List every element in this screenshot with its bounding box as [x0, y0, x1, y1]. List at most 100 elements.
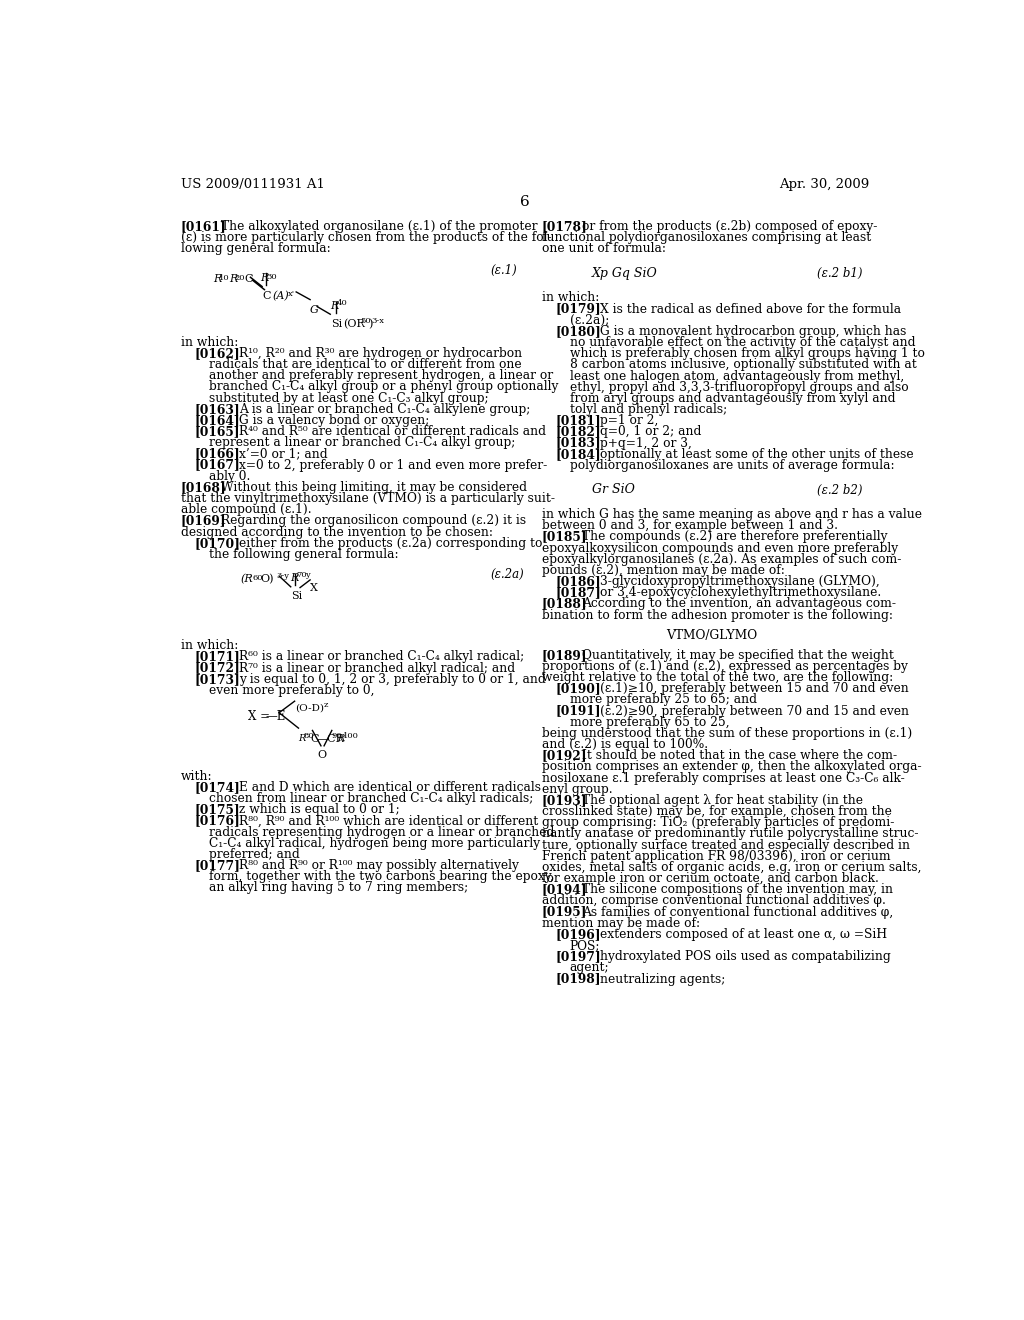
- Text: bination to form the adhesion promoter is the following:: bination to form the adhesion promoter i…: [542, 609, 893, 622]
- Text: [0166]: [0166]: [195, 447, 241, 461]
- Text: addition, comprise conventional functional additives φ.: addition, comprise conventional function…: [542, 895, 886, 907]
- Text: Apr. 30, 2009: Apr. 30, 2009: [778, 178, 869, 190]
- Text: The alkoxylated organosilane (ε.1) of the promoter: The alkoxylated organosilane (ε.1) of th…: [221, 220, 538, 234]
- Text: enyl group.: enyl group.: [542, 783, 612, 796]
- Text: [0179]: [0179]: [556, 302, 601, 315]
- Text: polydiorganosiloxanes are units of average formula:: polydiorganosiloxanes are units of avera…: [569, 459, 894, 473]
- Text: 70: 70: [296, 570, 307, 578]
- Text: R⁷⁰ is a linear or branched alkyl radical; and: R⁷⁰ is a linear or branched alkyl radica…: [239, 661, 515, 675]
- Text: even more preferably to 0,: even more preferably to 0,: [209, 684, 374, 697]
- Text: [0167]: [0167]: [195, 458, 241, 471]
- Text: radicals that are identical to or different from one: radicals that are identical to or differ…: [209, 358, 521, 371]
- Text: [0187]: [0187]: [556, 586, 601, 599]
- Text: that the vinyltrimethoxysilane (VTMO) is a particularly suit-: that the vinyltrimethoxysilane (VTMO) is…: [180, 492, 555, 506]
- Text: R: R: [290, 573, 298, 583]
- Text: 10: 10: [219, 275, 230, 282]
- Text: with:: with:: [180, 770, 212, 783]
- Text: y is equal to 0, 1, 2 or 3, preferably to 0 or 1, and: y is equal to 0, 1, 2 or 3, preferably t…: [239, 673, 546, 685]
- Text: epoxyalkylorganosilanes (ε.2a). As examples of such com-: epoxyalkylorganosilanes (ε.2a). As examp…: [542, 553, 901, 566]
- Text: [0168]: [0168]: [180, 480, 226, 494]
- Text: C: C: [262, 292, 270, 301]
- Text: between 0 and 3, for example between 1 and 3.: between 0 and 3, for example between 1 a…: [542, 519, 838, 532]
- Text: or from the products (ε.2b) composed of epoxy-: or from the products (ε.2b) composed of …: [583, 220, 878, 234]
- Text: [0162]: [0162]: [195, 347, 241, 360]
- Text: group comprising: TiO₂ (preferably particles of predomi-: group comprising: TiO₂ (preferably parti…: [542, 816, 894, 829]
- Text: more preferably 65 to 25,: more preferably 65 to 25,: [569, 715, 729, 729]
- Text: (ε.2 b2): (ε.2 b2): [817, 483, 862, 496]
- Text: O: O: [317, 750, 327, 760]
- Text: (R: (R: [241, 574, 253, 583]
- Text: for example iron or cerium octoate, and carbon black.: for example iron or cerium octoate, and …: [542, 873, 879, 884]
- Text: [0188]: [0188]: [542, 598, 588, 610]
- Text: preferred; and: preferred; and: [209, 847, 299, 861]
- Text: [0196]: [0196]: [556, 928, 601, 941]
- Text: p=1 or 2,: p=1 or 2,: [600, 414, 658, 428]
- Text: Regarding the organosilicon compound (ε.2) it is: Regarding the organosilicon compound (ε.…: [221, 515, 526, 528]
- Text: nantly anatase or predominantly rutile polycrystalline struc-: nantly anatase or predominantly rutile p…: [542, 828, 919, 841]
- Text: lowing general formula:: lowing general formula:: [180, 243, 331, 255]
- Text: —CR: —CR: [316, 734, 344, 744]
- Text: R: R: [331, 301, 339, 312]
- Text: [0191]: [0191]: [556, 705, 601, 718]
- Text: [0171]: [0171]: [195, 651, 241, 664]
- Text: x': x': [288, 290, 295, 298]
- Text: (OR: (OR: [343, 319, 366, 329]
- Text: epoxyalkoxysilicon compounds and even more preferably: epoxyalkoxysilicon compounds and even mo…: [542, 541, 898, 554]
- Text: no unfavorable effect on the activity of the catalyst and: no unfavorable effect on the activity of…: [569, 337, 915, 348]
- Text: [0198]: [0198]: [556, 973, 601, 986]
- Text: mention may be made of:: mention may be made of:: [542, 916, 700, 929]
- Text: q=0, 1 or 2; and: q=0, 1 or 2; and: [600, 425, 701, 438]
- Text: [0169]: [0169]: [180, 515, 226, 528]
- Text: (ε.2 b1): (ε.2 b1): [817, 267, 862, 280]
- Text: 3-y: 3-y: [276, 572, 289, 581]
- Text: being understood that the sum of these proportions in (ε.1): being understood that the sum of these p…: [542, 727, 912, 741]
- Text: 60: 60: [253, 574, 263, 582]
- Text: 20: 20: [234, 275, 246, 282]
- Text: neutralizing agents;: neutralizing agents;: [600, 973, 725, 986]
- Text: position comprises an extender φ, then the alkoxylated orga-: position comprises an extender φ, then t…: [542, 760, 922, 774]
- Text: [0175]: [0175]: [195, 803, 241, 816]
- Text: Si: Si: [331, 319, 342, 329]
- Text: in which G has the same meaning as above and r has a value: in which G has the same meaning as above…: [542, 508, 922, 521]
- Text: 50: 50: [360, 317, 371, 325]
- Text: G is a valency bond or oxygen;: G is a valency bond or oxygen;: [239, 414, 429, 426]
- Text: functional polydiorganosiloxanes comprising at least: functional polydiorganosiloxanes compris…: [542, 231, 871, 244]
- Text: x’=0 or 1; and: x’=0 or 1; and: [239, 447, 328, 461]
- Text: R⁸⁰ and R⁹⁰ or R¹⁰⁰ may possibly alternatively: R⁸⁰ and R⁹⁰ or R¹⁰⁰ may possibly alterna…: [239, 859, 519, 873]
- Text: 30: 30: [266, 273, 278, 281]
- Text: which is preferably chosen from alkyl groups having 1 to: which is preferably chosen from alkyl gr…: [569, 347, 925, 360]
- Text: (ε.2a);: (ε.2a);: [569, 314, 609, 327]
- Text: pounds (ε.2), mention may be made of:: pounds (ε.2), mention may be made of:: [542, 564, 784, 577]
- Text: [0180]: [0180]: [556, 325, 601, 338]
- Text: in which:: in which:: [180, 335, 238, 348]
- Text: [0197]: [0197]: [556, 950, 601, 964]
- Text: O): O): [260, 574, 274, 583]
- Text: designed according to the invention to be chosen:: designed according to the invention to b…: [180, 525, 493, 539]
- Text: and (ε.2) is equal to 100%.: and (ε.2) is equal to 100%.: [542, 738, 708, 751]
- Text: [0194]: [0194]: [542, 883, 588, 896]
- Text: A is a linear or branched C₁-C₄ alkylene group;: A is a linear or branched C₁-C₄ alkylene…: [239, 403, 530, 416]
- Text: or 3,4-epoxycyclohexylethyltrimethoxysilane.: or 3,4-epoxycyclohexylethyltrimethoxysil…: [600, 586, 882, 599]
- Text: As families of conventional functional additives φ,: As families of conventional functional a…: [583, 906, 893, 919]
- Text: R: R: [228, 275, 238, 284]
- Text: oxides, metal salts of organic acids, e.g. iron or cerium salts,: oxides, metal salts of organic acids, e.…: [542, 861, 922, 874]
- Text: 100: 100: [343, 733, 358, 741]
- Text: R⁸⁰, R⁹⁰ and R¹⁰⁰ which are identical or different: R⁸⁰, R⁹⁰ and R¹⁰⁰ which are identical or…: [239, 814, 538, 828]
- Text: extenders composed of at least one α, ω =SiH: extenders composed of at least one α, ω …: [600, 928, 887, 941]
- Text: tolyl and phenyl radicals;: tolyl and phenyl radicals;: [569, 403, 727, 416]
- Text: able compound (ε.1).: able compound (ε.1).: [180, 503, 311, 516]
- Text: The compounds (ε.2) are therefore preferentially: The compounds (ε.2) are therefore prefer…: [583, 531, 888, 544]
- Text: [0186]: [0186]: [556, 576, 601, 587]
- Text: X =: X =: [248, 710, 270, 722]
- Text: either from the products (ε.2a) corresponding to: either from the products (ε.2a) correspo…: [239, 537, 542, 549]
- Text: [0176]: [0176]: [195, 814, 241, 828]
- Text: an alkyl ring having 5 to 7 ring members;: an alkyl ring having 5 to 7 ring members…: [209, 882, 468, 895]
- Text: C: C: [310, 734, 318, 744]
- Text: [0193]: [0193]: [542, 793, 588, 807]
- Text: [0183]: [0183]: [556, 437, 601, 450]
- Text: —E: —E: [265, 710, 286, 722]
- Text: R⁶⁰ is a linear or branched C₁-C₄ alkyl radical;: R⁶⁰ is a linear or branched C₁-C₄ alkyl …: [239, 651, 524, 664]
- Text: G: G: [310, 305, 319, 315]
- Text: R: R: [299, 734, 306, 743]
- Text: (O-D): (O-D): [295, 704, 324, 713]
